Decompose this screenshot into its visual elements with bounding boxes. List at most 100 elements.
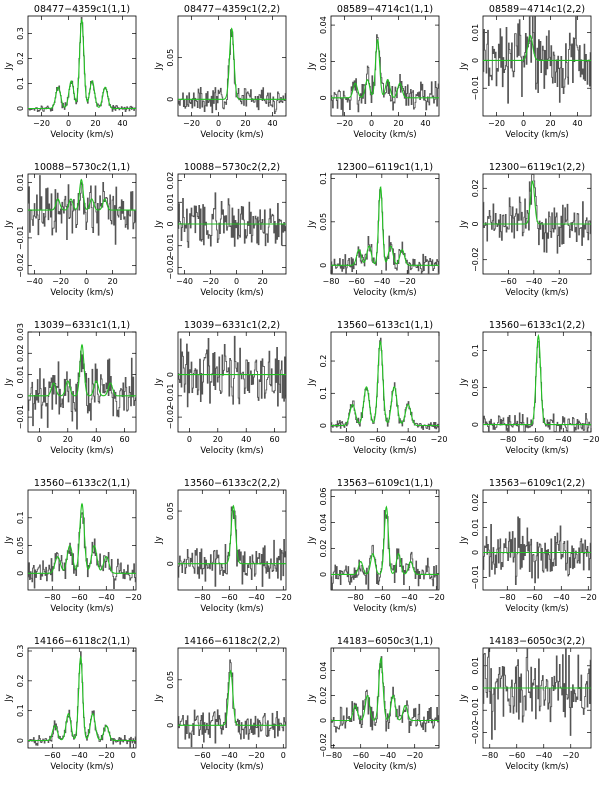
x-tick-label: −40 (98, 593, 115, 602)
x-tick-label: 0 (37, 435, 42, 444)
y-tick-label: −0.01 (471, 565, 480, 590)
x-axis-label: Velocity (km/s) (505, 446, 568, 456)
model-fit-line (178, 504, 286, 565)
panel-4: 08589−4714c1(2,2) −20 0 20 40 −0.01 0 0.01 Veloc… (459, 4, 592, 140)
y-axis-label: Jy (154, 62, 164, 71)
x-tick-label: −20 (275, 593, 292, 602)
model-fit-line (178, 27, 286, 100)
x-tick-label: −40 (401, 593, 418, 602)
x-axis-label: Velocity (km/s) (200, 130, 263, 140)
y-tick-label: 0.1 (319, 387, 328, 400)
y-tick-label: 0 (16, 393, 25, 398)
y-tick-label: 0.04 (319, 662, 328, 680)
y-tick-label: 0.02 (471, 179, 480, 197)
y-tick-label: 0.01 (16, 173, 25, 191)
panel-13: 13560−6133c2(1,1) −80 −60 −40 −20 0 0.05 0.1 Vel… (4, 478, 142, 614)
panel-title: 14166−6118c2(2,2) (184, 636, 280, 647)
x-axis-label: Velocity (km/s) (50, 130, 113, 140)
observed-spectrum-line (331, 34, 439, 116)
x-tick-label: 40 (572, 119, 582, 128)
y-tick-label: 0.01 (166, 193, 175, 211)
y-tick-label: −0.01 (16, 405, 25, 430)
x-tick-label: −20 (488, 119, 505, 128)
x-axis-label: Velocity (km/s) (353, 446, 416, 456)
x-tick-label: −40 (373, 277, 390, 286)
x-axis-label: Velocity (km/s) (505, 288, 568, 298)
observed-spectrum-line (178, 192, 286, 248)
y-tick-label: 0.05 (166, 671, 175, 689)
y-tick-label: 0 (471, 221, 480, 226)
plot-frame (330, 647, 440, 749)
x-tick-label: 20 (240, 119, 250, 128)
observed-spectrum-line (178, 335, 286, 408)
observed-spectrum-line (178, 659, 286, 748)
x-tick-label: −20 (399, 277, 416, 286)
y-tick-label: 0 (16, 208, 25, 213)
panel-title: 08589−4714c1(1,1) (337, 4, 433, 15)
panel-11: 13560−6133c1(1,1) −80 −60 −40 −20 0 0.1 0.2 Velo… (307, 320, 447, 456)
x-tick-label: 20 (107, 277, 117, 286)
x-tick-label: −20 (428, 593, 445, 602)
x-tick-label: −20 (431, 435, 448, 444)
x-tick-label: −60 (352, 751, 369, 760)
x-tick-label: 0 (216, 119, 221, 128)
y-axis-label: Jy (4, 62, 14, 71)
panel-5: 10088−5730c2(1,1) −40 −20 0 20 −0.02 −0.01 0 0.0… (4, 162, 137, 298)
y-axis-label: Jy (459, 694, 469, 703)
y-tick-label: 0.1 (16, 511, 25, 524)
panel-15: 13563−6109c1(1,1) −80 −60 −40 −20 0 0.02 0.04 0.… (307, 478, 445, 614)
y-axis-label: Jy (307, 536, 317, 545)
y-tick-label: −0.01 (471, 698, 480, 723)
x-tick-label: −60 (221, 593, 238, 602)
panel-14: 13560−6133c2(2,2) −80 −60 −40 −20 0 0.05 Veloci… (154, 478, 292, 614)
y-tick-label: −0.01 (166, 384, 175, 409)
x-tick-label: −20 (98, 751, 115, 760)
y-tick-label: −0.01 (166, 233, 175, 258)
x-tick-label: 40 (117, 119, 127, 128)
model-fit-line (28, 343, 136, 397)
model-fit-line (483, 34, 591, 61)
x-axis-label: Velocity (km/s) (50, 604, 113, 614)
x-axis-label: Velocity (km/s) (505, 130, 568, 140)
y-tick-label: 0.05 (16, 537, 25, 555)
plot-frame (330, 331, 440, 433)
y-axis-label: Jy (459, 536, 469, 545)
plot-frame (177, 489, 287, 591)
x-tick-label: −60 (348, 277, 365, 286)
plot-frame (177, 647, 287, 749)
y-tick-label: 0 (471, 685, 480, 690)
x-axis-label: Velocity (km/s) (505, 604, 568, 614)
observed-spectrum-line (28, 350, 136, 430)
y-tick-label: 0.05 (319, 213, 328, 231)
model-fit-line (28, 178, 136, 211)
x-axis-label: Velocity (km/s) (200, 288, 263, 298)
x-tick-label: −20 (125, 593, 142, 602)
x-tick-label: −40 (555, 435, 572, 444)
panel-title: 13563−6109c1(1,1) (337, 478, 433, 489)
x-tick-label: −40 (248, 593, 265, 602)
y-tick-label: 0.1 (319, 172, 328, 185)
y-tick-label: 0 (166, 372, 175, 377)
y-axis-label: Jy (154, 536, 164, 545)
panel-10: 13039−6331c1(2,2) 0 20 40 60 −0.02−0.01 0 Veloc… (154, 320, 287, 456)
plot-frame (27, 489, 137, 591)
y-tick-label: 0 (166, 221, 175, 226)
y-tick-label: 0.01 (16, 366, 25, 384)
y-axis-label: Jy (459, 62, 469, 71)
y-tick-label: −0.01 (16, 226, 25, 251)
x-axis-label: Velocity (km/s) (353, 762, 416, 772)
model-fit-line (483, 180, 591, 225)
x-tick-label: −60 (500, 277, 517, 286)
x-tick-label: 20 (393, 119, 403, 128)
x-tick-label: 20 (213, 435, 223, 444)
x-tick-label: 0 (521, 119, 526, 128)
x-tick-label: −80 (44, 593, 61, 602)
x-tick-label: −40 (26, 277, 43, 286)
plot-frame (27, 173, 137, 275)
y-tick-label: 0.1 (471, 344, 480, 357)
x-axis-label: Velocity (km/s) (200, 762, 263, 772)
x-tick-label: −20 (406, 751, 423, 760)
y-tick-label: 0 (471, 550, 480, 555)
y-tick-label: 0.01 (471, 24, 480, 42)
